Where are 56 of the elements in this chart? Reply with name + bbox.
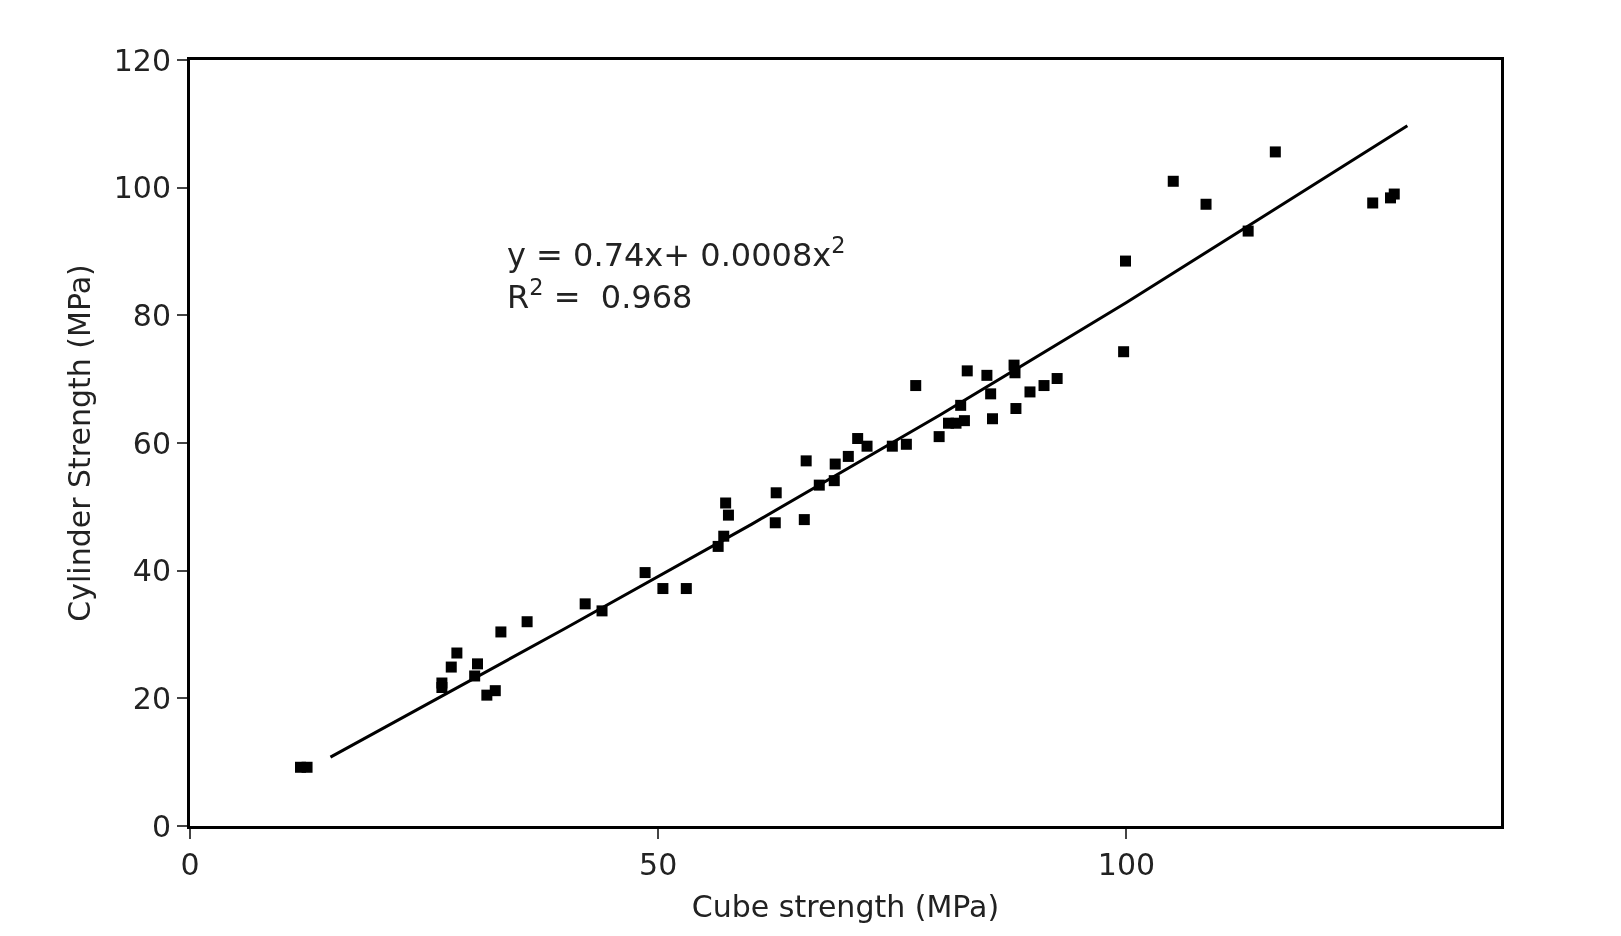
y-tick-label: 60	[132, 425, 171, 461]
point	[985, 388, 997, 400]
point	[680, 583, 692, 595]
point	[1388, 188, 1400, 200]
point	[489, 685, 501, 697]
point	[1051, 373, 1063, 385]
point	[910, 380, 922, 392]
point	[445, 661, 457, 673]
point	[769, 517, 781, 529]
x-tick-label: 100	[1097, 847, 1156, 882]
point	[495, 626, 507, 638]
y-tick-label: 40	[132, 553, 171, 589]
y-axis-title: Cylinder Strength (MPa)	[61, 264, 97, 622]
point	[1367, 197, 1379, 209]
y-tick-label: 100	[113, 170, 171, 206]
y-tick-label: 0	[151, 808, 171, 844]
point	[800, 455, 812, 467]
point	[639, 567, 651, 579]
point	[1119, 255, 1131, 267]
point	[861, 440, 873, 452]
point	[987, 413, 999, 425]
point	[958, 415, 970, 427]
y-tick-label: 20	[132, 680, 171, 716]
point	[451, 647, 463, 659]
point	[829, 458, 841, 470]
point	[770, 487, 782, 499]
text: y = 0.74x+ 0.0008x$^{2}$ R$^{2}$ = 0.968	[507, 232, 846, 317]
point	[521, 616, 533, 628]
point	[933, 431, 945, 443]
point	[842, 450, 854, 462]
point	[720, 497, 732, 509]
point	[1118, 346, 1130, 358]
x-tick-label: 50	[639, 847, 678, 882]
point	[900, 438, 912, 450]
point	[579, 598, 591, 610]
point	[722, 509, 734, 521]
x-tick-label: 0	[180, 847, 200, 882]
point	[961, 365, 973, 377]
point	[981, 369, 993, 381]
point	[798, 514, 810, 526]
point	[301, 761, 313, 773]
point	[1038, 380, 1050, 392]
point	[1269, 146, 1281, 158]
point	[1024, 386, 1036, 398]
point	[481, 689, 493, 701]
x-axis-title: Cube strength (MPa)	[691, 888, 1000, 924]
point	[657, 583, 669, 595]
y-tick-label: 80	[132, 297, 171, 333]
point	[1167, 175, 1179, 187]
point	[471, 658, 483, 670]
point	[1010, 403, 1022, 415]
y-tick-label: 120	[113, 42, 171, 78]
point	[1200, 198, 1212, 210]
point	[852, 433, 864, 445]
point	[436, 677, 448, 689]
line-series	[328, 124, 1409, 759]
